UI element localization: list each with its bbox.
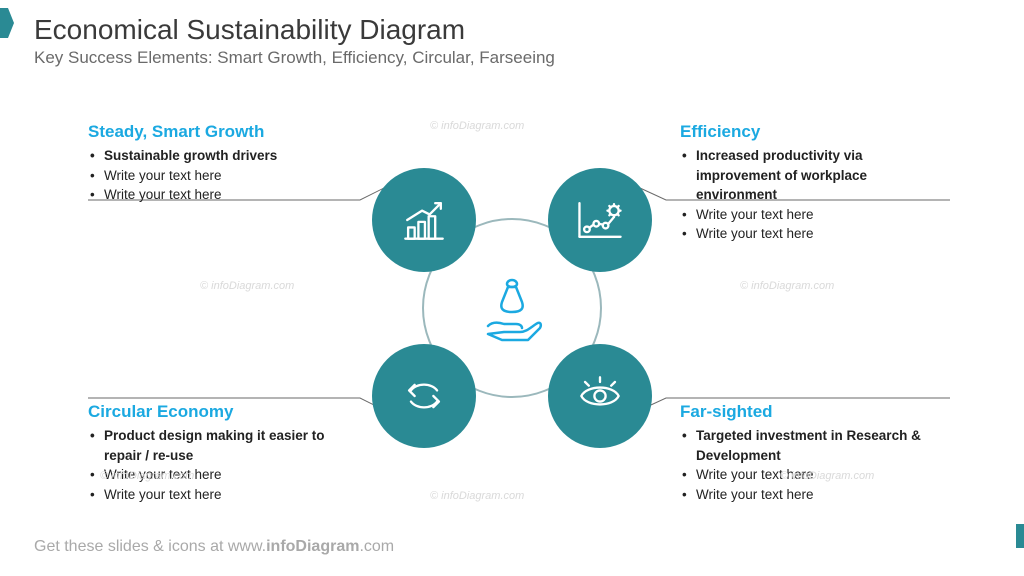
callout-br: Far-sighted Targeted investment in Resea… <box>680 402 950 504</box>
watermark: © infoDiagram.com <box>430 490 524 502</box>
footer-suffix: .com <box>359 538 394 555</box>
left-accent <box>0 8 8 38</box>
slide-title: Economical Sustainability Diagram <box>34 14 555 46</box>
bullet: Write your text here <box>680 205 950 225</box>
bullets-tl: Sustainable growth drivers Write your te… <box>88 146 358 205</box>
footer-prefix: Get these slides & icons at www. <box>34 538 266 555</box>
title-block: Economical Sustainability Diagram Key Su… <box>34 14 555 68</box>
callout-bl: Circular Economy Product design making i… <box>88 402 358 504</box>
bullet: Write your text here <box>680 465 950 485</box>
circular-arrows-icon <box>396 368 452 424</box>
efficiency-chart-icon <box>572 192 628 248</box>
bullet: Sustainable growth drivers <box>88 146 358 166</box>
bullets-bl: Product design making it easier to repai… <box>88 426 358 504</box>
bullets-br: Targeted investment in Research & Develo… <box>680 426 950 504</box>
callout-tl: Steady, Smart Growth Sustainable growth … <box>88 122 358 205</box>
hand-money-bag-icon <box>472 268 552 348</box>
bullet: Targeted investment in Research & Develo… <box>680 426 950 465</box>
watermark: © infoDiagram.com <box>200 280 294 292</box>
bullet: Write your text here <box>88 166 358 186</box>
watermark: © infoDiagram.com <box>740 280 834 292</box>
bottom-right-accent <box>1016 524 1024 548</box>
heading-br: Far-sighted <box>680 402 950 422</box>
callout-tr: Efficiency Increased productivity via im… <box>680 122 950 244</box>
footer: Get these slides & icons at www.infoDiag… <box>34 538 394 556</box>
growth-chart-icon <box>396 192 452 248</box>
node-tl <box>372 168 476 272</box>
heading-tr: Efficiency <box>680 122 950 142</box>
node-tr <box>548 168 652 272</box>
slide-subtitle: Key Success Elements: Smart Growth, Effi… <box>34 48 555 68</box>
bullet: Increased productivity via improvement o… <box>680 146 950 205</box>
heading-tl: Steady, Smart Growth <box>88 122 358 142</box>
bullet: Write your text here <box>680 224 950 244</box>
bullet: Write your text here <box>88 485 358 505</box>
bullet: Write your text here <box>88 185 358 205</box>
bullet: Write your text here <box>680 485 950 505</box>
eye-icon <box>572 368 628 424</box>
footer-brand: infoDiagram <box>266 538 359 555</box>
heading-bl: Circular Economy <box>88 402 358 422</box>
slide: Economical Sustainability Diagram Key Su… <box>0 0 1024 576</box>
bullet: Write your text here <box>88 465 358 485</box>
node-bl <box>372 344 476 448</box>
bullet: Product design making it easier to repai… <box>88 426 358 465</box>
bullets-tr: Increased productivity via improvement o… <box>680 146 950 244</box>
node-br <box>548 344 652 448</box>
central-diagram <box>332 128 692 488</box>
